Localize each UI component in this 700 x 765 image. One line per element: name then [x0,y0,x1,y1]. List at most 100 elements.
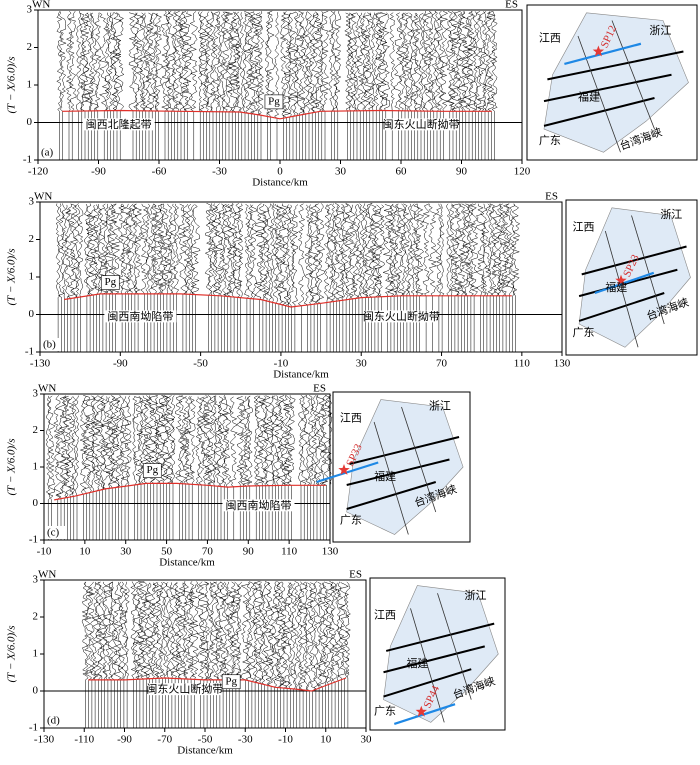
map-label: 福建 [374,469,396,483]
trace [214,396,222,540]
trace [53,395,62,540]
trace [420,10,428,160]
trace [189,11,198,160]
trace [377,204,386,352]
trace [120,203,131,352]
annotation-bg [104,310,177,323]
trace [71,396,77,540]
trace [171,11,178,160]
trace [293,581,300,728]
annotation-bg [222,499,295,512]
trace [217,396,225,540]
trace [433,10,441,160]
trace [467,11,478,160]
phase-box [142,463,162,478]
survey-line [349,436,460,465]
survey-line [631,215,665,325]
left-label: WN [34,191,52,203]
trace [124,395,132,540]
x-axis-label: Distance/km [273,369,329,381]
x-tick-label: -90 [113,358,128,370]
trace [197,11,203,160]
trace [281,11,292,160]
trace [83,581,94,728]
map-label: 福建 [578,90,600,104]
trace [188,396,196,540]
y-axis-label: (T − X/6.0)/s [6,438,18,495]
trace [274,203,284,352]
trace [445,11,455,160]
trace [223,581,230,728]
trace [303,204,312,352]
panel-label: (b) [43,339,56,351]
trace [221,11,230,160]
trace [373,12,380,160]
x-axis-label: Distance/km [177,745,233,757]
right-label: ES [349,569,362,581]
trace [167,203,173,352]
map-label: 广东 [374,704,396,717]
x-tick-label: 90 [243,546,255,558]
trace [450,11,462,160]
trace [61,203,68,352]
x-tick-label: 30 [361,734,373,746]
trace [360,12,367,160]
survey-line [578,292,665,322]
trace [293,11,299,160]
trace [314,11,323,160]
trace [98,12,110,160]
y-tick-label: 1 [33,648,39,660]
trace [265,12,270,160]
trace [281,203,290,352]
trace [250,204,257,352]
trace [56,11,63,160]
map-label: 广东 [573,326,595,339]
trace [132,396,144,540]
trace [340,203,346,352]
trace [423,10,433,160]
trace [484,11,492,160]
trace [93,396,105,540]
trace [476,11,487,160]
trace [87,581,96,728]
trace [407,203,414,352]
phase-box [100,275,120,290]
trace [333,10,342,160]
trace [182,203,191,352]
trace [347,12,354,160]
annotation: 闽东火山断拗带 [383,117,460,131]
y-axis-label: (T − X/6.0)/s [6,56,18,113]
trace [127,203,136,352]
phase-box [221,674,241,690]
y-tick-label: 3 [29,196,35,208]
trace [198,581,210,728]
trace [235,396,245,540]
trace [475,203,486,352]
trace [330,203,336,352]
trace [482,11,488,160]
panel-label-bg [39,146,59,159]
survey-line [604,230,639,348]
trace [213,581,221,728]
trace [210,11,216,160]
trace [76,10,82,160]
trace [195,396,202,540]
survey-line [410,608,445,723]
trace [364,12,375,160]
trace [88,12,95,160]
trace [55,396,67,540]
trace [161,203,173,352]
right-label: ES [313,383,326,395]
trace [84,396,95,540]
trace [342,203,351,352]
trace [144,12,154,160]
trace [308,582,317,728]
trace [65,11,72,160]
trace [92,394,101,540]
trace [410,12,419,160]
trace [334,204,345,352]
traces [45,394,333,540]
trace [225,581,235,728]
trace [97,203,103,352]
y-tick-label: 2 [29,233,35,245]
